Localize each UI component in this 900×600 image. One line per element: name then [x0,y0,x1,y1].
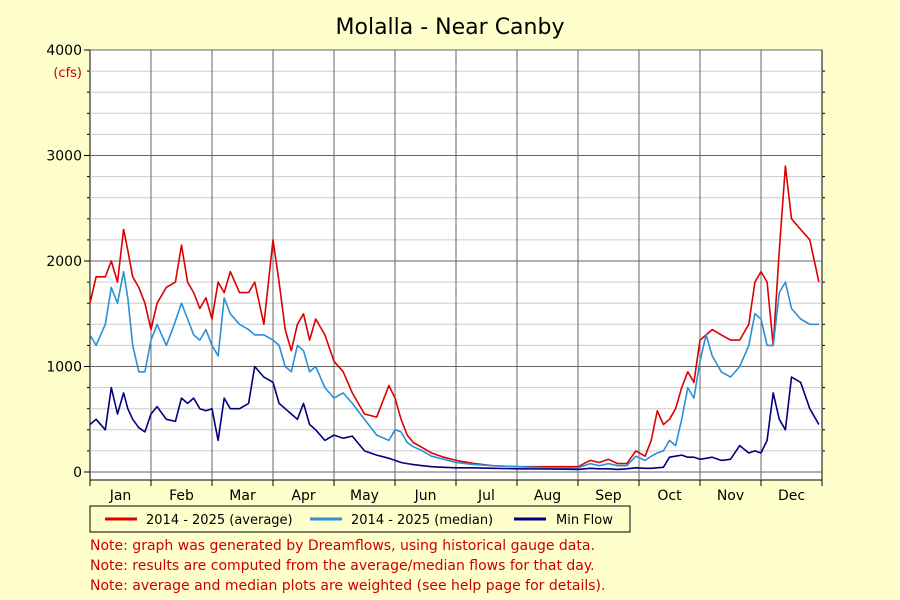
note-3: Note: average and median plots are weigh… [90,578,605,594]
note-2: Note: results are computed from the aver… [90,558,595,574]
legend-label-min-flow: Min Flow [556,513,613,528]
series-line [89,270,819,469]
y-tick-label: 4000 [46,43,82,59]
legend: 2014 - 2025 (average) 2014 - 2025 (media… [89,505,631,533]
x-tick-label: May [350,488,379,504]
x-tick-label: Oct [657,488,682,504]
y-tick-label: 0 [73,465,82,481]
x-tick-label: Nov [717,488,744,504]
x-tick-label: Mar [229,488,256,504]
y-tick-label: 1000 [46,360,82,376]
x-tick-label: Jul [477,488,495,504]
x-tick-label: Feb [169,488,194,504]
y-axis: 0 1000 2000 3000 4000 [46,43,825,481]
x-tick-label: Jan [109,488,132,504]
series-line [89,365,820,471]
chart-title: Molalla - Near Canby [336,15,565,40]
y-unit-label: (cfs) [53,66,82,81]
series-lines [89,165,820,471]
x-axis: Jan Feb Mar Apr May Jun Jul Aug Sep Oct Nov Dec [89,480,823,504]
x-tick-label: Jun [414,488,437,504]
legend-label-average: 2014 - 2025 (average) [146,513,293,528]
y-tick-label: 3000 [46,149,82,165]
note-1: Note: graph was generated by Dreamflows,… [90,538,595,554]
grid-lines [90,49,822,480]
x-tick-label: Dec [778,488,805,504]
series-line [89,165,820,468]
x-tick-label: Apr [291,488,315,504]
legend-label-median: 2014 - 2025 (median) [351,513,493,528]
x-tick-label: Aug [534,488,561,504]
y-tick-label: 2000 [46,254,82,270]
x-tick-label: Sep [595,488,622,504]
